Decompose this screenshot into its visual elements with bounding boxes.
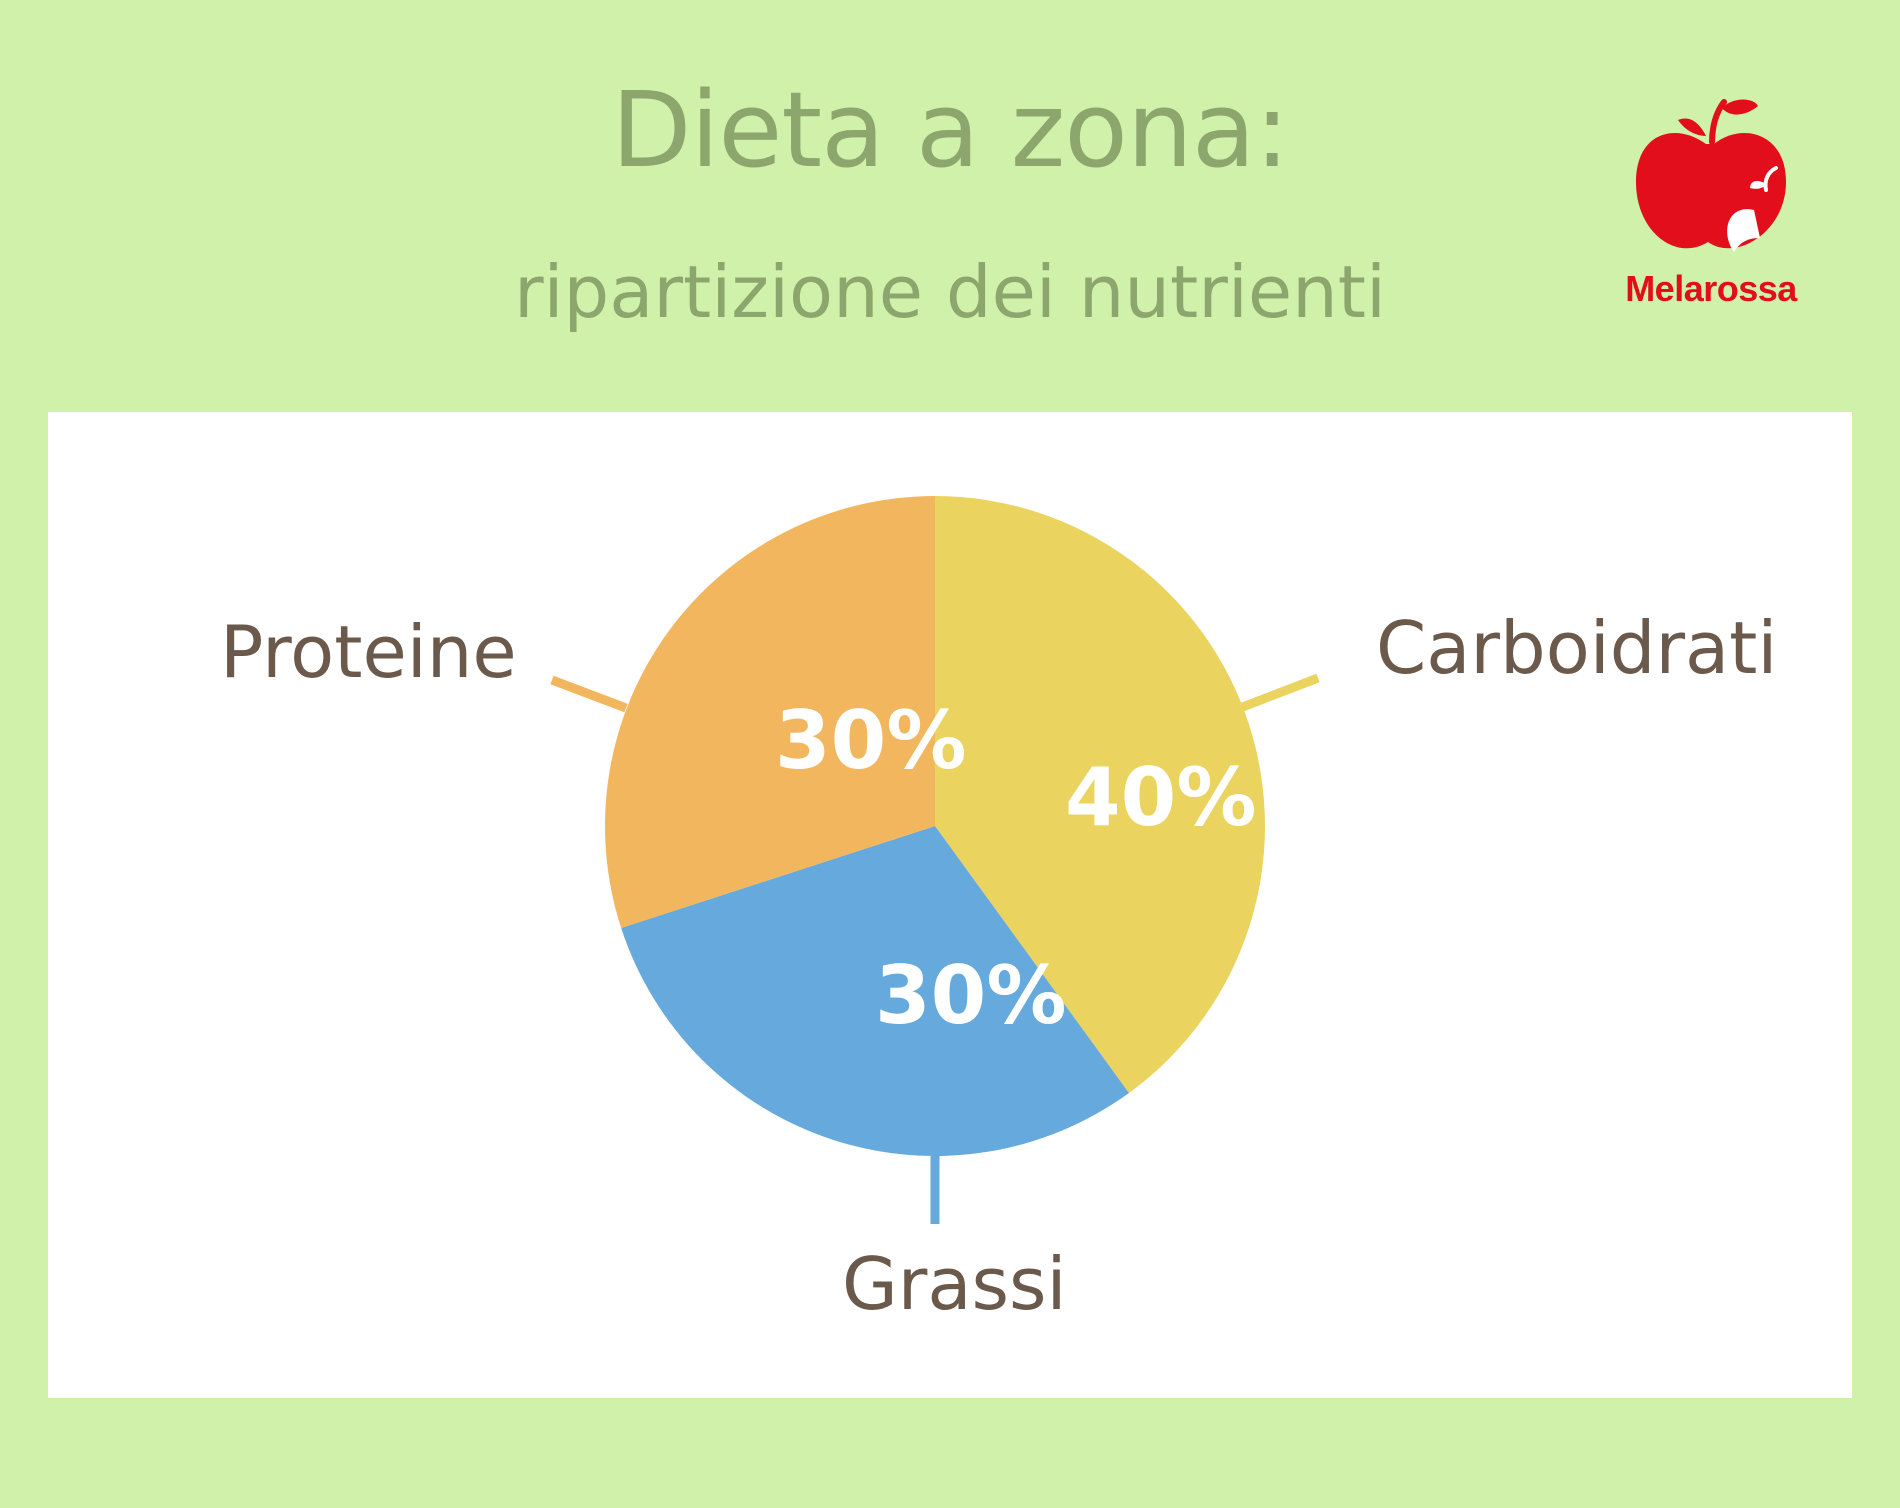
slice-value-grassi: 30% <box>875 949 1067 1042</box>
brand-name: Melarossa <box>1625 268 1797 309</box>
slice-value-proteine: 30% <box>775 694 967 787</box>
brand-logo: Melarossa <box>1616 92 1806 312</box>
slice-label-carboidrati: Carboidrati <box>1376 606 1778 690</box>
apple-icon <box>1636 99 1786 252</box>
leader-line-proteine <box>550 675 628 713</box>
pie-slice-proteine <box>605 496 935 928</box>
leader-line-carboidrati <box>1238 673 1320 713</box>
slice-value-carboidrati: 40% <box>1065 751 1257 844</box>
slice-label-proteine: Proteine <box>220 610 517 694</box>
pie-slice-grassi <box>621 826 1129 1156</box>
chart-panel: 40% Carboidrati 30% Grassi 30% Proteine <box>48 412 1852 1398</box>
slice-label-grassi: Grassi <box>842 1242 1067 1326</box>
pie-chart <box>550 496 1320 1224</box>
chart-title: Dieta a zona: <box>611 69 1289 191</box>
chart-subtitle: ripartizione dei nutrienti <box>513 250 1387 334</box>
pie-slice-carboidrati <box>935 496 1265 1093</box>
